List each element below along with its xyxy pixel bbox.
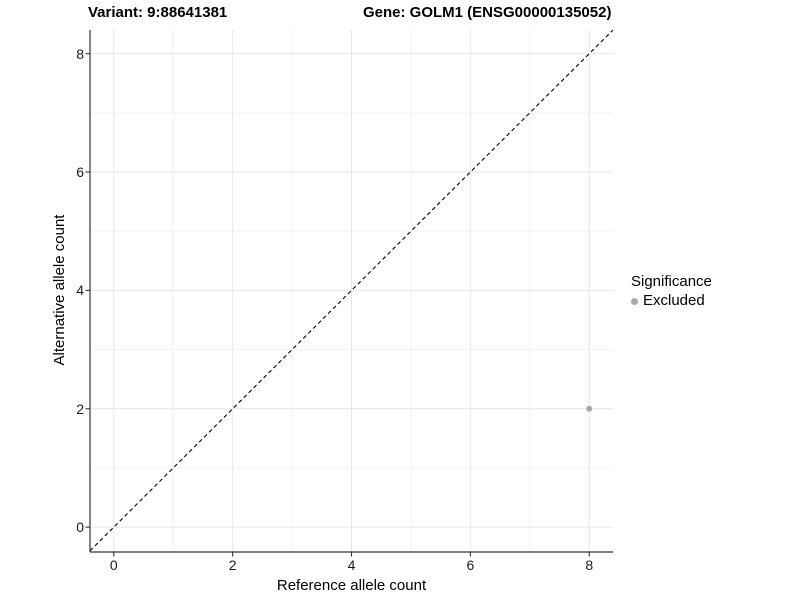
gene-title: Gene: GOLM1 (ENSG00000135052) — [363, 4, 612, 21]
y-tick-label: 0 — [76, 519, 84, 536]
legend-title: Significance — [631, 273, 712, 290]
x-axis-title: Reference allele count — [276, 577, 427, 594]
variant-title: Variant: 9:88641381 — [88, 4, 228, 21]
x-tick-label: 8 — [585, 557, 594, 573]
legend-item-excluded: Excluded — [631, 292, 712, 310]
y-axis-title: Alternative allele count — [51, 214, 68, 366]
y-tick-label: 8 — [76, 45, 84, 62]
y-tick-label: 6 — [76, 164, 84, 181]
x-tick-label: 0 — [109, 557, 118, 573]
x-tick-label: 4 — [347, 557, 356, 573]
legend-point-icon — [631, 297, 638, 305]
x-tick-label: 6 — [466, 557, 475, 573]
legend-item-label: Excluded — [643, 292, 705, 309]
legend: Significance Excluded — [631, 272, 712, 310]
y-tick-label: 2 — [76, 400, 84, 417]
x-tick-label: 2 — [228, 557, 237, 573]
data-point — [586, 405, 593, 412]
y-tick-label: 4 — [76, 282, 84, 299]
